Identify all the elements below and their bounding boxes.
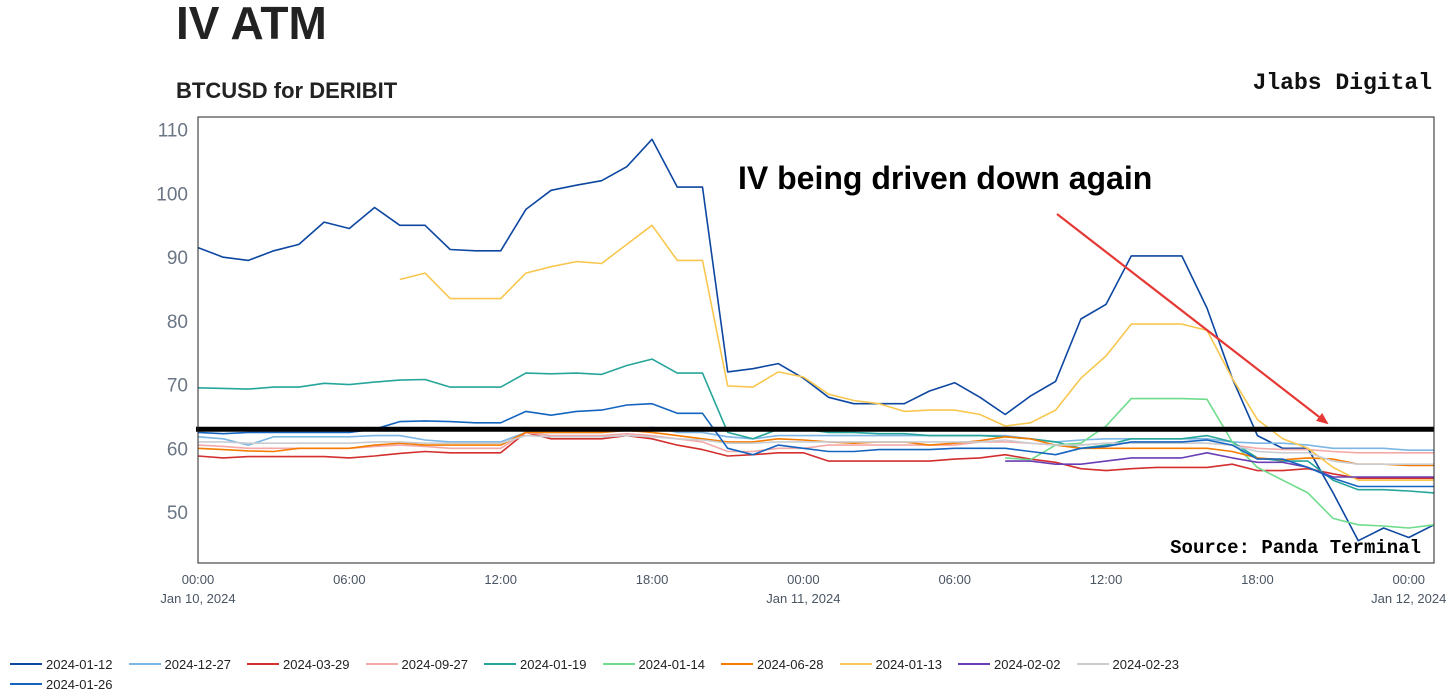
series-line-2024-01-26 bbox=[197, 402, 1434, 488]
legend-label: 2024-01-13 bbox=[875, 656, 943, 672]
legend-swatch bbox=[1076, 663, 1109, 665]
x-tick-label: 06:00 bbox=[938, 572, 971, 587]
series-line-2024-01-13 bbox=[399, 224, 1434, 482]
y-tick-label: 110 bbox=[158, 121, 188, 142]
legend: 2024-01-12 2024-12-27 2024-03-29 2024-09-27… bbox=[10, 655, 1210, 693]
series-line-2024-01-14 bbox=[1005, 397, 1435, 529]
legend-label: 2024-01-12 bbox=[46, 656, 113, 672]
y-tick-label: 90 bbox=[167, 248, 188, 269]
x-tick-label: 00:00 bbox=[1393, 572, 1426, 587]
trend-arrow bbox=[1056, 213, 1329, 425]
legend-label: 2024-12-27 bbox=[164, 656, 232, 672]
series-layer bbox=[197, 138, 1435, 542]
x-axis: 00:00 Jan 10, 2024 06:00 12:00 18:00 00:00 Jan… bbox=[160, 572, 1446, 606]
legend-item[interactable]: 2024-02-02 bbox=[958, 655, 1061, 673]
series-line-2024-02-02 bbox=[1005, 451, 1434, 478]
legend-swatch bbox=[128, 663, 161, 665]
chart-canvas: 50 60 70 80 90 100 110 00:00 Jan 10, 2024 06:00 1… bbox=[156, 116, 1446, 606]
legend-item[interactable]: 2024-03-29 bbox=[247, 655, 350, 673]
x-tick-label: 06:00 bbox=[333, 572, 366, 587]
legend-item[interactable]: 2024-12-27 bbox=[128, 655, 232, 673]
annotation-headline: IV being driven down again bbox=[738, 160, 1152, 196]
legend-swatch bbox=[602, 663, 635, 665]
y-tick-label: 60 bbox=[167, 439, 188, 460]
legend-item[interactable]: 2024-01-19 bbox=[484, 655, 587, 673]
source-label: Source: Panda Terminal bbox=[1170, 537, 1421, 559]
legend-label: 2024-09-27 bbox=[401, 656, 469, 672]
y-tick-label: 80 bbox=[167, 312, 188, 333]
legend-label: 2024-03-29 bbox=[283, 656, 350, 672]
x-tick-label: 00:00 bbox=[182, 572, 215, 587]
legend-label: 2024-02-23 bbox=[1112, 656, 1180, 672]
chart-subtitle: BTCUSD for DERIBIT bbox=[176, 78, 398, 103]
legend-item[interactable]: 2024-01-12 bbox=[10, 655, 113, 673]
legend-item[interactable]: 2024-06-28 bbox=[721, 655, 824, 673]
legend-swatch bbox=[958, 663, 990, 665]
legend-label: 2024-02-02 bbox=[994, 656, 1061, 672]
legend-swatch bbox=[721, 663, 753, 665]
x-tick-date-label: Jan 10, 2024 bbox=[160, 591, 235, 606]
legend-label: 2024-01-26 bbox=[46, 676, 113, 692]
legend-swatch bbox=[839, 663, 872, 665]
chart-title: IV ATM bbox=[176, 0, 327, 49]
legend-item[interactable]: 2024-01-14 bbox=[602, 655, 706, 673]
y-tick-label: 100 bbox=[156, 184, 188, 205]
series-line-2024-01-12 bbox=[197, 138, 1435, 542]
y-axis: 50 60 70 80 90 100 110 bbox=[156, 121, 188, 524]
brand-label: Jlabs Digital bbox=[1252, 70, 1432, 96]
legend-swatch bbox=[10, 663, 42, 665]
legend-item[interactable]: 2024-09-27 bbox=[365, 655, 469, 673]
legend-label: 2024-01-19 bbox=[520, 656, 587, 672]
legend-swatch bbox=[365, 663, 398, 665]
x-tick-date-label: Jan 11, 2024 bbox=[766, 591, 840, 606]
legend-label: 2024-06-28 bbox=[757, 656, 824, 672]
plot-frame bbox=[197, 116, 1435, 564]
y-tick-label: 70 bbox=[167, 376, 188, 397]
series-line-2024-03-29 bbox=[197, 431, 1434, 480]
legend-swatch bbox=[10, 683, 42, 685]
series-line-2024-06-28 bbox=[197, 429, 1434, 467]
y-tick-label: 50 bbox=[167, 503, 188, 524]
x-tick-label: 18:00 bbox=[636, 572, 669, 587]
legend-swatch bbox=[247, 663, 279, 665]
x-tick-label: 12:00 bbox=[1090, 572, 1123, 587]
legend-label: 2024-01-14 bbox=[638, 656, 706, 672]
x-tick-label: 18:00 bbox=[1241, 572, 1274, 587]
legend-item[interactable]: 2024-01-13 bbox=[839, 655, 943, 673]
legend-item[interactable]: 2024-01-26 bbox=[10, 675, 113, 693]
x-tick-label: 00:00 bbox=[787, 572, 820, 587]
legend-item[interactable]: 2024-02-23 bbox=[1076, 655, 1180, 673]
legend-swatch bbox=[484, 663, 516, 665]
x-tick-label: 12:00 bbox=[484, 572, 517, 587]
x-tick-date-label: Jan 12, 2024 bbox=[1371, 591, 1446, 606]
